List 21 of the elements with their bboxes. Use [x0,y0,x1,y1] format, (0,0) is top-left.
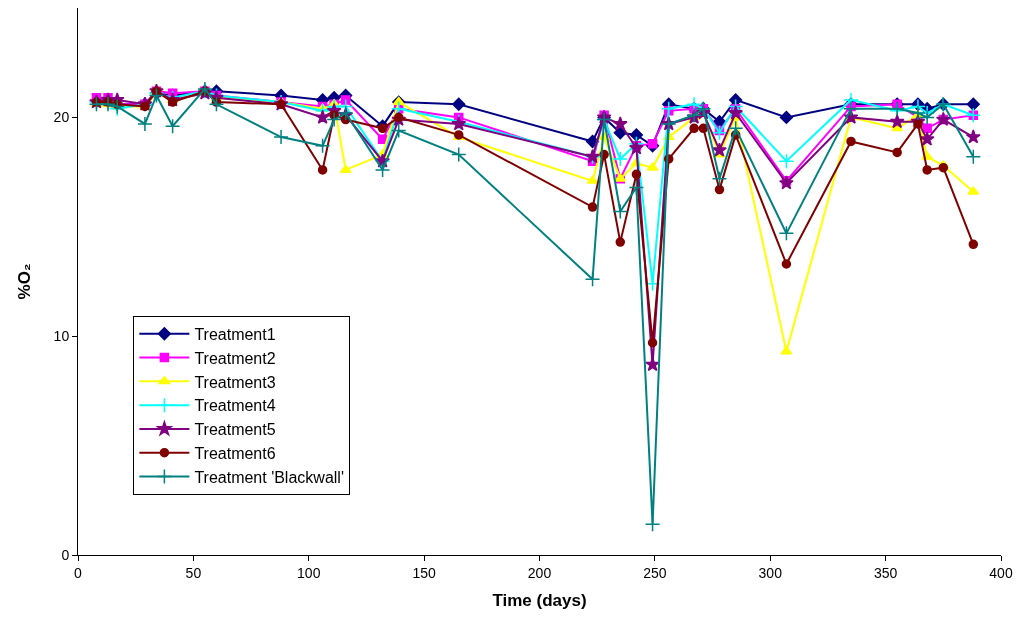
x-axis-title: Time (days) [492,591,587,611]
x-tick-label: 350 [873,564,898,581]
y-tick-label: 10 [53,328,70,345]
legend-label: Treatment6 [194,444,276,462]
x-tick-label: 0 [74,564,83,581]
x-tick-label: 300 [758,564,783,581]
legend-label: Treatment 'Blackwall' [194,468,344,486]
legend-label: Treatment4 [194,397,276,415]
y-tick-label: 0 [61,546,70,563]
legend-label: Treatment1 [194,325,276,343]
legend-label: Treatment5 [194,421,276,439]
x-tick-label: 400 [989,564,1013,581]
y-axis-title: %O₂ [15,263,35,300]
y-tick-label: 20 [53,109,70,126]
x-tick-label: 100 [297,564,321,581]
x-tick-label: 200 [527,564,552,581]
x-tick-label: 150 [412,564,437,581]
x-tick-label: 250 [643,564,667,581]
legend-label: Treatment3 [194,373,276,391]
legend-label: Treatment2 [194,349,276,367]
x-tick-label: 50 [185,564,202,581]
